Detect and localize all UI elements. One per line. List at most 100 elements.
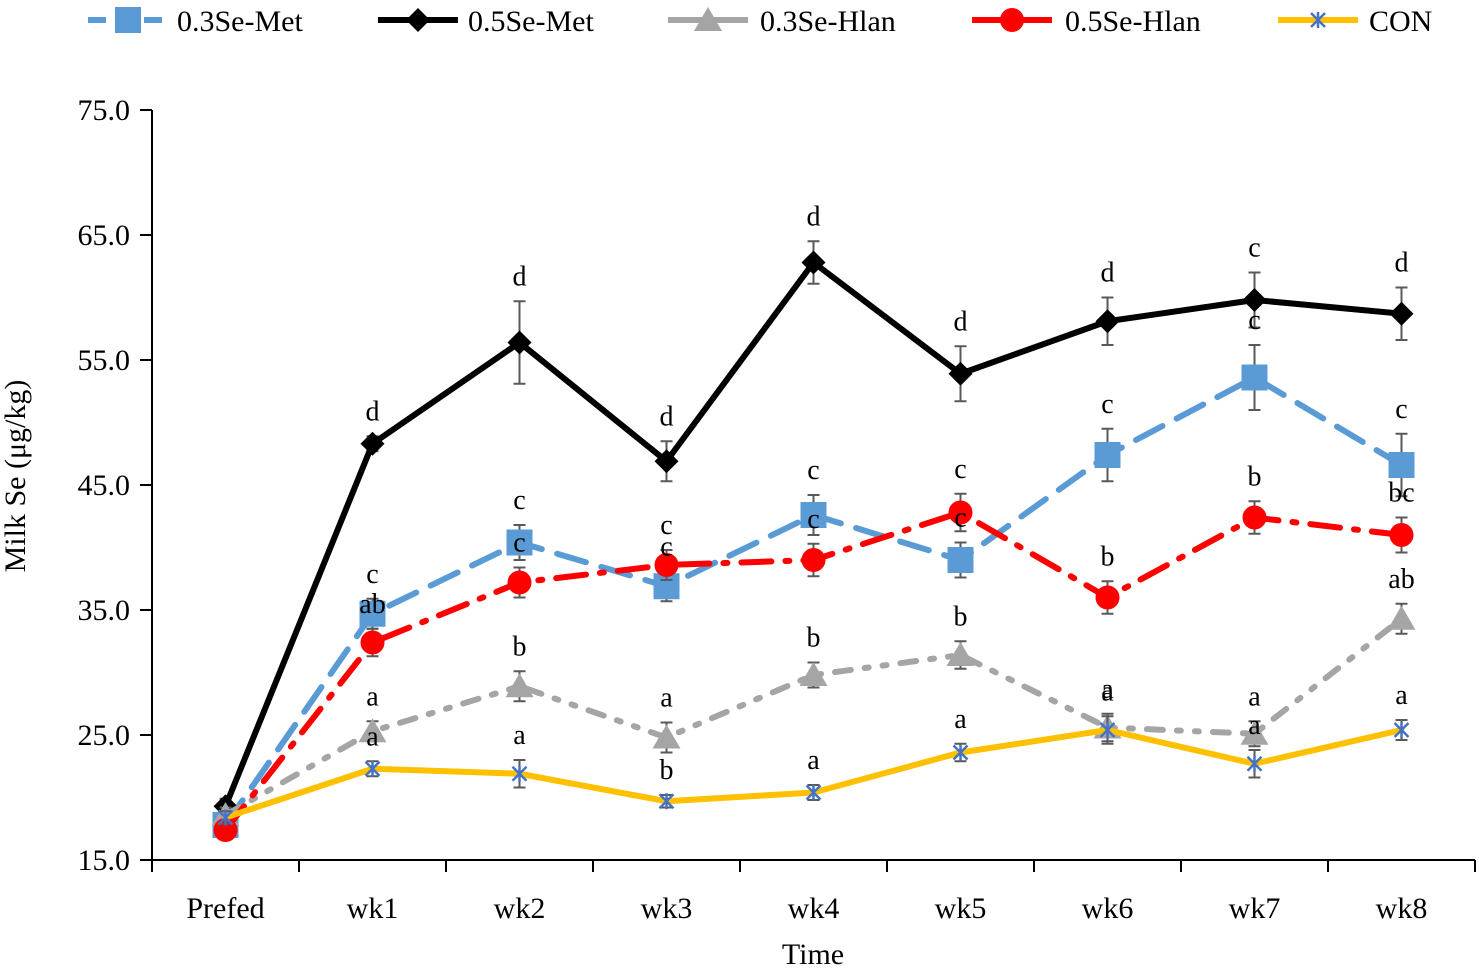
- data-point: [1242, 288, 1267, 312]
- significance-label: c: [660, 510, 672, 541]
- legend-item-0.3Se-Met: 0.3Se-Met: [88, 5, 303, 38]
- data-point: [360, 431, 385, 456]
- significance-label: a: [1101, 676, 1114, 707]
- significance-label: b: [1101, 541, 1115, 572]
- y-tick-label: 15.0: [78, 844, 131, 877]
- significance-label: a: [366, 721, 379, 752]
- significance-label: c: [513, 528, 525, 559]
- legend-item-0.3Se-Hlan: 0.3Se-Hlan: [668, 5, 896, 38]
- significance-label: d: [1395, 248, 1409, 279]
- legend-swatch-marker: [1310, 12, 1326, 28]
- legend-label: 0.5Se-Met: [468, 5, 594, 38]
- legend-item-0.5Se-Hlan: 0.5Se-Hlan: [972, 5, 1201, 38]
- significance-label: d: [807, 201, 821, 232]
- x-tick-label: wk4: [788, 892, 840, 925]
- series-layer: [211, 240, 1416, 842]
- significance-label: c: [1101, 389, 1113, 420]
- y-tick-label: 45.0: [78, 469, 131, 502]
- data-point: [506, 529, 533, 556]
- significance-label: c: [660, 531, 672, 562]
- data-point: [946, 642, 975, 666]
- data-point: [1246, 755, 1263, 772]
- significance-label: b: [660, 755, 674, 786]
- significance-label: c: [807, 504, 819, 535]
- data-point: [1094, 442, 1121, 468]
- x-tick-label: Prefed: [186, 892, 264, 925]
- significance-label: d: [1101, 258, 1115, 289]
- data-point: [952, 744, 969, 761]
- significance-label: a: [807, 745, 820, 776]
- y-axis-title: Milk Se (μg/kg): [0, 380, 32, 573]
- significance-label: c: [366, 559, 378, 590]
- data-point: [505, 673, 534, 698]
- significance-label: a: [513, 720, 526, 751]
- significance-label: c: [807, 455, 819, 486]
- data-point: [652, 724, 681, 749]
- data-point: [1099, 722, 1116, 738]
- significance-label: d: [660, 401, 674, 432]
- x-axis-title: Time: [782, 938, 844, 971]
- significance-label: a: [366, 681, 379, 712]
- data-point: [1095, 309, 1120, 334]
- significance-label: c: [1248, 305, 1260, 336]
- data-point: [217, 809, 234, 826]
- series-0.5Se-Hlan: [213, 492, 1414, 842]
- data-point: [364, 760, 381, 777]
- data-point: [800, 502, 827, 528]
- data-point: [507, 330, 532, 355]
- data-point: [511, 765, 528, 782]
- significance-label: b: [807, 623, 821, 654]
- legend-label: 0.5Se-Hlan: [1065, 5, 1201, 38]
- data-point: [799, 662, 828, 686]
- x-tick-label: wk7: [1229, 892, 1281, 925]
- x-tick-label: wk8: [1376, 892, 1428, 925]
- data-point: [359, 600, 386, 627]
- legend-label: 0.3Se-Met: [177, 5, 303, 38]
- x-tick-label: wk1: [347, 892, 399, 925]
- data-point: [360, 630, 385, 655]
- data-point: [1387, 605, 1416, 630]
- data-point: [358, 718, 387, 743]
- legend-label: 0.3Se-Hlan: [760, 5, 896, 38]
- significance-label: b: [954, 601, 968, 632]
- data-point: [507, 570, 532, 595]
- significance-label: d: [513, 261, 527, 292]
- data-point: [1240, 720, 1269, 745]
- series-CON: [217, 715, 1410, 826]
- data-point: [1389, 301, 1414, 326]
- legend-swatch-marker: [1000, 8, 1024, 32]
- significance-label: c: [513, 485, 525, 516]
- legend-label: CON: [1369, 5, 1432, 38]
- significance-label: bc: [1388, 478, 1414, 509]
- legend-item-CON: CON: [1278, 5, 1432, 38]
- legend-swatch-marker: [694, 7, 722, 31]
- data-point: [948, 361, 973, 386]
- data-point: [801, 250, 826, 275]
- significance-label: ab: [359, 589, 385, 620]
- y-tick-label: 65.0: [78, 219, 131, 252]
- y-tick-label: 25.0: [78, 719, 131, 752]
- axes: 15.0 25.0 35.0 45.0 55.0 65.0 75.0 Prefed wk1 wk2…: [78, 94, 1476, 925]
- data-point: [805, 784, 822, 801]
- x-tick-label: wk6: [1082, 892, 1134, 925]
- data-point: [1242, 505, 1267, 530]
- legend-swatch-marker: [406, 8, 430, 32]
- x-tick-label: wk3: [641, 892, 693, 925]
- significance-label: a: [1101, 674, 1114, 705]
- significance-label: c: [1248, 233, 1260, 264]
- data-point: [1241, 364, 1268, 391]
- data-point: [654, 553, 679, 577]
- significance-label: b: [1248, 461, 1262, 492]
- significance-label: c: [954, 454, 966, 485]
- significance-label: d: [954, 306, 968, 337]
- x-tick-label: wk5: [935, 892, 987, 925]
- significance-label: ab: [1388, 564, 1414, 595]
- legend-item-0.5Se-Met: 0.5Se-Met: [378, 5, 594, 38]
- data-point: [658, 793, 675, 810]
- legend-swatch-marker: [115, 7, 141, 33]
- significance-label: c: [954, 503, 966, 534]
- data-point: [1095, 585, 1120, 610]
- data-point: [1388, 452, 1415, 478]
